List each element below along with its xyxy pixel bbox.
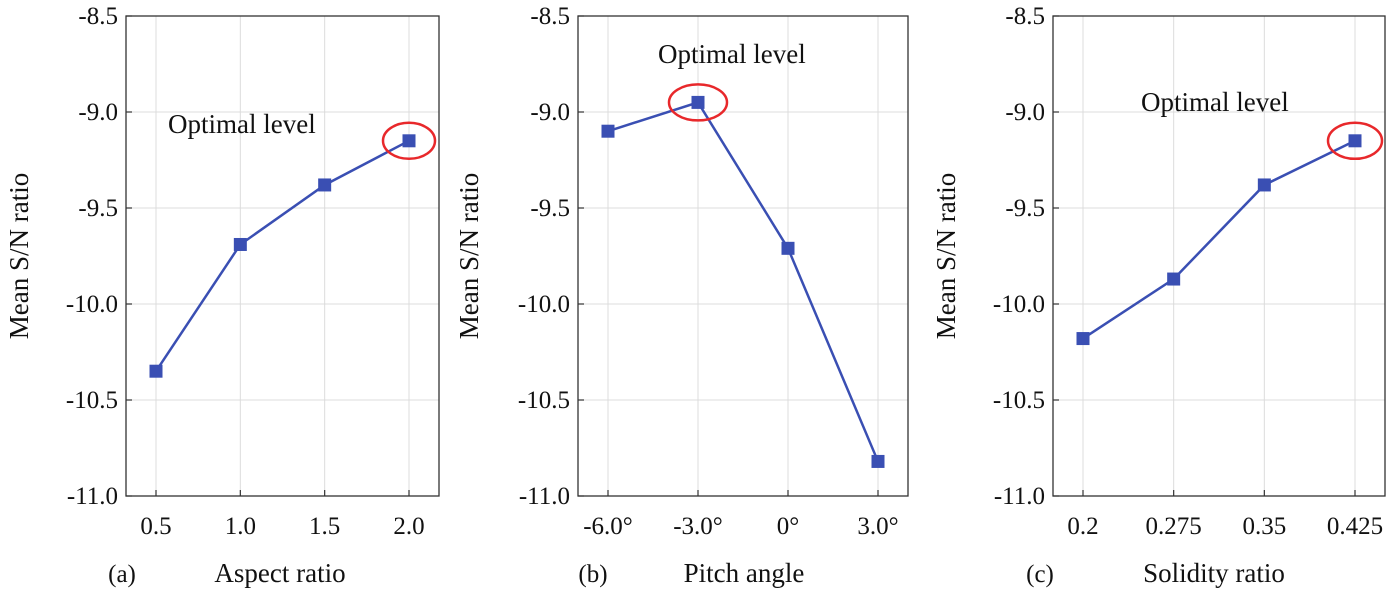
series-line [607, 100, 880, 462]
y-tick-label: -9.5 [1005, 195, 1045, 222]
x-tick-label: 1.0 [225, 513, 256, 540]
y-axis-title: Mean S/N ratio [454, 173, 484, 339]
x-tick-label: 0.275 [1146, 513, 1202, 540]
optimal-level-annotation: Optimal level [168, 109, 316, 139]
data-point [1167, 272, 1181, 286]
optimal-level-annotation: Optimal level [658, 39, 806, 69]
x-tick-label: -6.0° [583, 513, 633, 540]
y-tick-label: -10.5 [993, 387, 1045, 414]
y-axis-title: Mean S/N ratio [4, 173, 34, 339]
y-tick-label: -11.0 [67, 483, 118, 510]
y-tick-label: -9.0 [530, 99, 570, 126]
panel-label: (a) [108, 561, 136, 588]
data-point [149, 364, 163, 378]
panel-label: (b) [578, 561, 607, 588]
y-tick-label: -8.5 [78, 3, 118, 30]
y-tick-label: -8.5 [1005, 3, 1045, 30]
x-tick-label: 3.0° [857, 513, 898, 540]
y-tick-label: -9.5 [530, 195, 570, 222]
y-tick-label: -9.0 [78, 99, 118, 126]
y-tick-label: -11.0 [994, 483, 1045, 510]
data-point [1257, 178, 1271, 192]
chart-panel-1: -8.5 -9.0 -9.5 -10.0 -10.5 -11.0 0.5 1.0 1.5 2.0 O… [4, 3, 440, 588]
data-point [318, 178, 332, 192]
y-tick-label: -9.0 [1005, 99, 1045, 126]
data-point [691, 95, 705, 109]
x-tick-label: 0.425 [1327, 513, 1383, 540]
panel-label: (c) [1026, 561, 1054, 588]
x-tick-label: 0.2 [1067, 513, 1098, 540]
x-tick-label: 0.5 [140, 513, 171, 540]
data-point [601, 124, 615, 138]
x-axis-title: Pitch angle [684, 558, 805, 588]
optimal-level-annotation: Optimal level [1141, 87, 1289, 117]
data-point [402, 134, 416, 148]
y-tick-label: -11.0 [519, 483, 570, 510]
data-point [1348, 134, 1362, 148]
x-tick-label: 0° [777, 513, 800, 540]
optimal-highlight-circle [667, 83, 729, 122]
x-tick-label: 1.5 [309, 513, 340, 540]
y-tick-label: -8.5 [530, 3, 570, 30]
data-point [1076, 332, 1090, 346]
x-axis-title: Aspect ratio [214, 558, 345, 588]
optimal-highlight-circle [381, 121, 437, 161]
data-point [781, 241, 795, 255]
y-tick-label: -10.5 [66, 387, 118, 414]
y-tick-label: -9.5 [78, 195, 118, 222]
plot-frame [1052, 15, 1386, 497]
x-tick-label: 0.35 [1242, 513, 1286, 540]
series-line [1082, 139, 1356, 340]
y-axis-title: Mean S/N ratio [931, 173, 961, 339]
data-point [233, 237, 247, 251]
y-tick-label: -10.0 [993, 291, 1045, 318]
plot-frame [577, 15, 909, 497]
y-tick-label: -10.0 [66, 291, 118, 318]
x-tick-label: 2.0 [393, 513, 424, 540]
y-tick-label: -10.0 [518, 291, 570, 318]
x-tick-label: -3.0° [673, 513, 723, 540]
y-tick-label: -10.5 [518, 387, 570, 414]
optimal-highlight-circle [1326, 121, 1384, 161]
chart-panel-2: -8.5 -9.0 -9.5 -10.0 -10.5 -11.0 -6.0° -3.0° 0° 3… [454, 3, 909, 588]
plot-frame [125, 15, 440, 497]
series-line [154, 139, 410, 372]
chart-panel-3: -8.5 -9.0 -9.5 -10.0 -10.5 -11.0 0.2 0.275 0.35 0… [931, 3, 1386, 588]
data-point [871, 454, 885, 468]
x-axis-title: Solidity ratio [1143, 558, 1285, 588]
